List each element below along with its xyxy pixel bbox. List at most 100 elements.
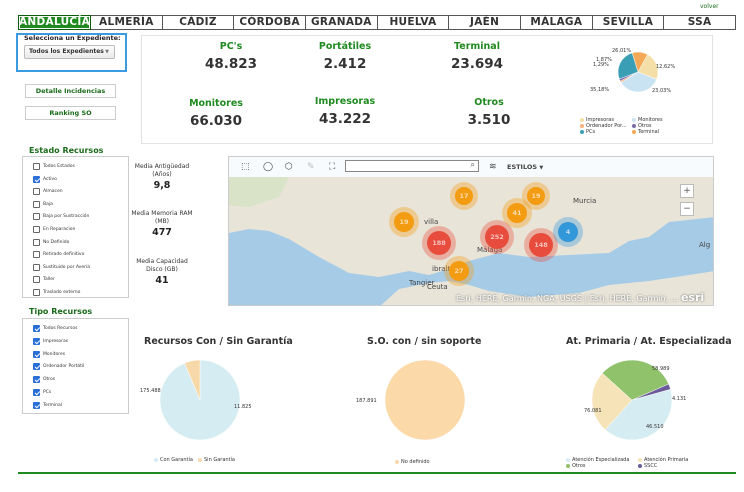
expediente-select[interactable]: Todos los Expedientes ▼ — [24, 45, 115, 59]
tab-andalucia[interactable]: ANDALUCÍA — [18, 15, 92, 30]
checkbox-box[interactable] — [33, 289, 40, 296]
map-cluster[interactable]: 17 — [450, 182, 478, 210]
legend-item-monitores[interactable]: Monitores — [632, 117, 663, 123]
map-cluster[interactable]: 19 — [389, 207, 419, 237]
checkbox-box[interactable] — [33, 175, 40, 183]
zoom-out-button[interactable]: − — [680, 202, 694, 216]
checkbox-box[interactable] — [33, 238, 40, 246]
checkbox-pcs[interactable]: PCs — [33, 387, 51, 398]
checkbox-box[interactable] — [33, 251, 40, 259]
checkbox-monitores[interactable]: Monitores — [33, 349, 65, 360]
legend-item-terminal[interactable]: Terminal — [632, 129, 659, 135]
checkbox-box[interactable] — [33, 276, 40, 284]
tab-ssa[interactable]: SSA — [664, 15, 736, 30]
map-search-input[interactable]: ⌕ — [345, 160, 479, 172]
checkbox-terminal[interactable]: Terminal — [33, 400, 62, 411]
tab-cordoba[interactable]: CÓRDOBA — [234, 15, 307, 30]
clear-selection-icon[interactable]: ✎ — [307, 162, 315, 172]
checkbox-box[interactable] — [33, 163, 40, 170]
map[interactable]: ⬚ ◯ ⬡ ✎ ⛶ ⌕ ≋ ESTILOS ▼ + − MurciaMálaga… — [228, 156, 714, 306]
checkbox-ordenador-portatil[interactable]: Ordenador Portátil — [33, 361, 84, 372]
legend-item-ordenador-por[interactable]: Ordenador Por... — [580, 123, 627, 129]
pie-slice-sin-garantia[interactable] — [184, 359, 201, 401]
select-rectangle-icon[interactable]: ⬚ — [241, 162, 250, 172]
checkbox-sustituido-por-averia[interactable]: Sustituido por Avería — [33, 262, 90, 273]
checkbox-traslado-externo[interactable]: Traslado externo — [33, 287, 80, 298]
checkbox-no-definido[interactable]: No Definido — [33, 237, 69, 248]
checkbox-box[interactable] — [33, 376, 40, 384]
search-icon[interactable]: ⌕ — [470, 160, 475, 169]
legend-item-otros[interactable]: Otros — [632, 123, 652, 129]
legend-label: Terminal — [638, 129, 660, 135]
checkbox-box[interactable] — [33, 226, 40, 233]
checkbox-box[interactable] — [33, 401, 40, 409]
select-circle-icon[interactable]: ◯ — [263, 162, 274, 172]
checkbox-box[interactable] — [33, 350, 40, 358]
detalle-incidencias-button[interactable]: Detalle Incidencias — [25, 84, 116, 98]
map-cluster[interactable]: 41 — [502, 198, 532, 228]
zoom-in-button[interactable]: + — [680, 184, 694, 198]
legend-item-otros[interactable]: Otros — [566, 463, 586, 469]
map-cluster[interactable]: 4 — [553, 217, 583, 247]
pie-slice-monitores[interactable] — [620, 71, 657, 93]
ranking-so-button[interactable]: Ranking SO — [25, 106, 116, 120]
pie-slice-terminal[interactable] — [631, 51, 648, 73]
tab-cadiz[interactable]: CÁDIZ — [162, 15, 235, 30]
pie-slice-no-definido[interactable] — [384, 359, 466, 441]
checkbox-taller[interactable]: Taller — [33, 274, 55, 285]
checkbox-box[interactable] — [33, 263, 40, 271]
checkbox-otros[interactable]: Otros — [33, 374, 55, 385]
layers-icon[interactable]: ≋ — [489, 162, 497, 172]
tab-almeria[interactable]: ALMERÍA — [91, 15, 163, 30]
legend-item-sin-garantia[interactable]: Sin Garantía — [198, 457, 235, 463]
checkbox-box[interactable] — [33, 389, 40, 396]
tab-jaen[interactable]: JAÉN — [449, 15, 521, 30]
map-cluster[interactable]: 27 — [444, 256, 474, 286]
tab-sevilla[interactable]: SEVILLA — [592, 15, 665, 30]
checkbox-box[interactable] — [33, 188, 40, 196]
map-cluster[interactable]: 19 — [522, 182, 550, 210]
pie-slice-atencion-especializada[interactable] — [604, 388, 673, 441]
legend-item-con-garantia[interactable]: Con Garantía — [154, 457, 193, 463]
map-cluster[interactable]: 148 — [524, 228, 558, 262]
map-cluster[interactable]: 188 — [422, 226, 456, 260]
legend-item-no-definido[interactable]: No definido — [395, 459, 430, 465]
zoom-to-selection-icon[interactable]: ⛶ — [329, 162, 336, 172]
checkbox-box[interactable] — [33, 363, 40, 371]
legend-item-sscc[interactable]: SSCC — [638, 463, 657, 469]
legend-item-impresoras[interactable]: Impresoras — [580, 117, 614, 123]
legend-item-atencion-especializada[interactable]: Atención Especializada — [566, 457, 629, 463]
checkbox-label: Terminal — [43, 402, 63, 408]
checkbox-box[interactable] — [33, 337, 40, 345]
volver-link[interactable]: volver — [700, 3, 719, 10]
checkbox-baja-por-sustraccion[interactable]: Baja por Sustracción — [33, 211, 89, 222]
checkbox-box[interactable] — [33, 200, 40, 208]
tab-granada[interactable]: GRANADA — [306, 15, 378, 30]
checkbox-box[interactable] — [33, 325, 40, 332]
map-attribution: Esri, HERE, Garmin, NGA, USGS | Esri, HE… — [456, 291, 705, 304]
average-title: Media Capacidad Disco (GB) — [136, 258, 188, 273]
checkbox-todos-recursos[interactable]: Todos Recursos — [33, 323, 77, 334]
tab-malaga[interactable]: MÁLAGA — [520, 15, 593, 30]
pie-slice-otros[interactable] — [601, 359, 670, 401]
checkbox-en-reparacion[interactable]: En Reparacion — [33, 224, 75, 235]
pie-slice-sscc[interactable] — [631, 383, 671, 401]
tab-huelva[interactable]: HUELVA — [377, 15, 450, 30]
kpi-title-otros: Otros — [474, 97, 504, 108]
checkbox-retirado-definitivo[interactable]: Retirado definitivo — [33, 249, 84, 260]
pie-slice-pcs[interactable] — [617, 52, 639, 80]
legend-item-pcs[interactable]: PCs — [580, 129, 595, 135]
map-place-label: villa — [424, 218, 439, 226]
estilos-dropdown[interactable]: ESTILOS ▼ — [507, 163, 543, 171]
checkbox-impresoras[interactable]: Impresoras — [33, 336, 68, 347]
legend-label: Sin Garantía — [204, 457, 235, 463]
pie-slice-atencion-primaria[interactable] — [591, 372, 633, 431]
checkbox-baja[interactable]: Baja — [33, 199, 53, 210]
legend-item-atencion-primaria[interactable]: Atención Primaria — [638, 457, 688, 463]
select-polygon-icon[interactable]: ⬡ — [285, 162, 293, 172]
checkbox-todos-estados[interactable]: Todos Estados — [33, 161, 75, 172]
checkbox-activo[interactable]: Activo — [33, 174, 57, 185]
checkbox-box[interactable] — [33, 213, 40, 221]
checkbox-almacen[interactable]: Almacen — [33, 186, 63, 197]
map-cluster[interactable]: 252 — [480, 220, 514, 254]
